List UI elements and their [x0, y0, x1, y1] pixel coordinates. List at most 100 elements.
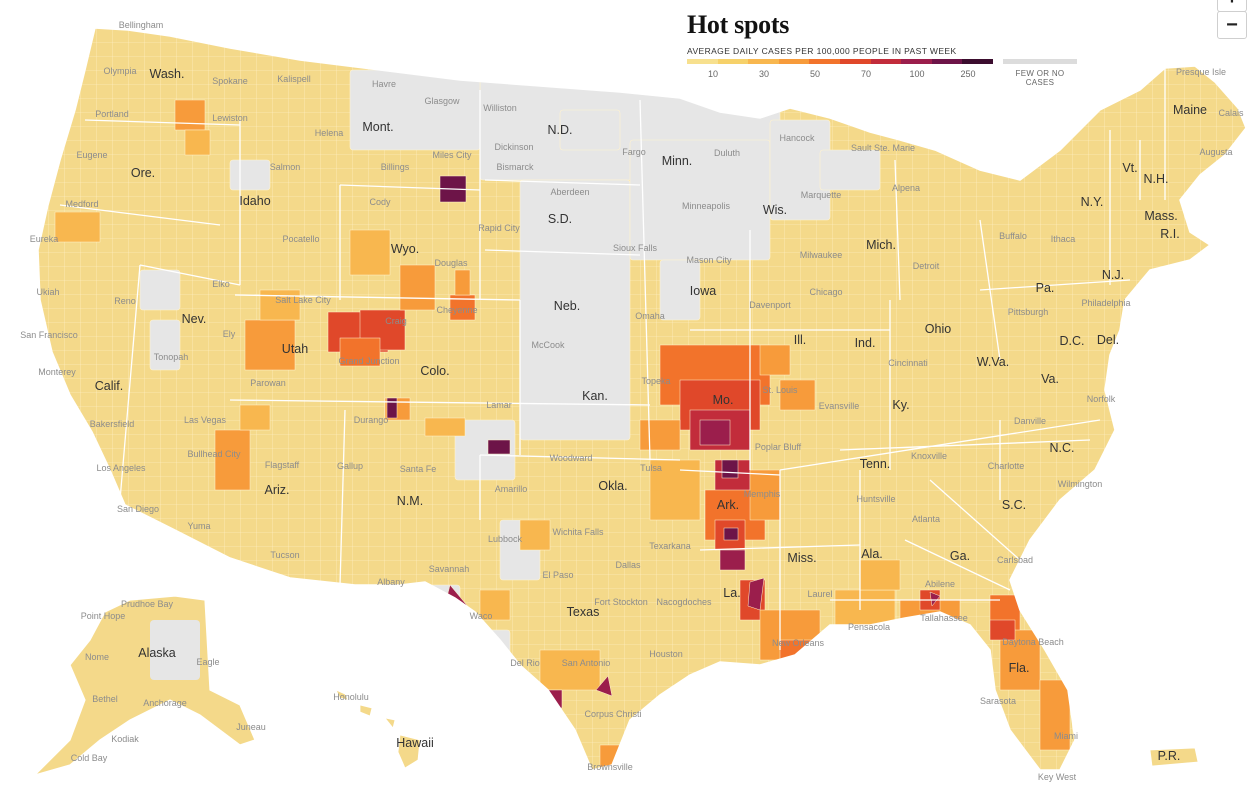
- extreme-hotspot-county: [929, 591, 941, 607]
- city-label: Detroit: [913, 261, 940, 271]
- state-label: Ky.: [892, 398, 909, 412]
- state-label: Ala.: [861, 547, 883, 561]
- city-label: Buffalo: [999, 231, 1027, 241]
- city-label: Sarasota: [980, 696, 1016, 706]
- state-label: Ga.: [950, 549, 970, 563]
- city-label: Texarkana: [649, 541, 691, 551]
- city-label: Prudhoe Bay: [121, 599, 174, 609]
- state-label: Iowa: [690, 284, 716, 298]
- city-label: Nacogdoches: [656, 597, 712, 607]
- zoom-out-button[interactable]: −: [1217, 11, 1247, 39]
- state-label: Nev.: [182, 312, 207, 326]
- hotspot-county: [174, 99, 206, 131]
- city-label: Chicago: [809, 287, 842, 297]
- state-label: Ariz.: [265, 483, 290, 497]
- state-border: [929, 479, 1021, 561]
- state-label: N.H.: [1144, 172, 1169, 186]
- city-label: Cody: [369, 197, 391, 207]
- city-label: Miami: [1054, 731, 1078, 741]
- city-label: Bullhead City: [187, 449, 241, 459]
- city-label: Bismarck: [496, 162, 534, 172]
- state-label: Ill.: [794, 333, 807, 347]
- city-label: Ely: [223, 329, 236, 339]
- city-label: Poplar Bluff: [755, 442, 802, 452]
- city-label: Gallup: [337, 461, 363, 471]
- city-label: Waco: [470, 611, 493, 621]
- city-label: Atlanta: [912, 514, 940, 524]
- city-label: Helena: [315, 128, 344, 138]
- city-label: Amarillo: [495, 484, 528, 494]
- no-cases-swatch: [1003, 59, 1077, 64]
- legend-tick: 10: [707, 69, 719, 79]
- city-label: Pensacola: [848, 622, 890, 632]
- state-border: [894, 159, 901, 301]
- city-label: Pocatello: [282, 234, 319, 244]
- state-label: D.C.: [1060, 334, 1085, 348]
- city-label: Topeka: [641, 376, 670, 386]
- city-label: Corpus Christi: [584, 709, 641, 719]
- alaska-shape: [32, 595, 256, 777]
- no-data-area: [349, 69, 481, 151]
- no-data-area: [819, 149, 881, 191]
- city-label: Albany: [377, 577, 405, 587]
- legend-subtitle: AVERAGE DAILY CASES PER 100,000 PEOPLE I…: [687, 46, 957, 56]
- state-label: Wis.: [763, 203, 787, 217]
- city-label: Olympia: [103, 66, 136, 76]
- state-border: [84, 119, 241, 126]
- city-label: Savannah: [429, 564, 470, 574]
- state-label: Calif.: [95, 379, 123, 393]
- state-label: La.: [723, 586, 740, 600]
- state-label: Tenn.: [860, 457, 891, 471]
- city-label: Durango: [354, 415, 389, 425]
- state-border: [119, 264, 141, 501]
- hotspot-county: [214, 429, 251, 491]
- city-label: Lewiston: [212, 113, 248, 123]
- state-label: Colo.: [420, 364, 449, 378]
- city-label: Minneapolis: [682, 201, 731, 211]
- no-data-area: [559, 109, 621, 151]
- city-label: San Francisco: [20, 330, 78, 340]
- city-label: Salt Lake City: [275, 295, 331, 305]
- state-label: N.C.: [1050, 441, 1075, 455]
- city-label: Pittsburgh: [1008, 307, 1049, 317]
- state-label: Ark.: [717, 498, 739, 512]
- hotspot-county: [759, 344, 791, 376]
- state-label: Miss.: [787, 551, 816, 565]
- extreme-hotspot-county: [721, 459, 739, 479]
- legend-tick: 250: [960, 69, 976, 79]
- city-label: Eagle: [196, 657, 219, 667]
- city-label: Omaha: [635, 311, 665, 321]
- state-border: [639, 99, 651, 461]
- state-border: [59, 204, 221, 226]
- hotspot-county: [519, 519, 551, 551]
- city-label: Craig: [385, 316, 407, 326]
- city-label: Davenport: [749, 300, 791, 310]
- state-label: P.R.: [1158, 749, 1181, 763]
- city-label: Lamar: [486, 400, 512, 410]
- city-label: Wilmington: [1058, 479, 1103, 489]
- hotspot-county: [699, 419, 731, 446]
- city-label: Juneau: [236, 722, 266, 732]
- no-data-area: [659, 259, 701, 321]
- city-label: Huntsville: [856, 494, 895, 504]
- no-data-area: [229, 159, 271, 191]
- hotspot-county: [119, 539, 151, 561]
- state-label: Alaska: [138, 646, 176, 660]
- state-border: [679, 469, 781, 476]
- state-borders: [59, 68, 1166, 650]
- city-label: Bellingham: [119, 20, 164, 30]
- ramp-swatch: [717, 59, 749, 64]
- city-label: Woodward: [550, 453, 593, 463]
- extreme-hotspot-county: [487, 439, 511, 455]
- no-data-area: [149, 319, 181, 371]
- city-label: Marquette: [801, 190, 842, 200]
- hotspot-county: [239, 404, 271, 431]
- hotspot-county: [859, 559, 901, 591]
- city-label: Alpena: [892, 183, 920, 193]
- city-label: Parowan: [250, 378, 286, 388]
- city-label: Kalispell: [277, 74, 311, 84]
- city-label: Duluth: [714, 148, 740, 158]
- no-data-area: [629, 139, 771, 261]
- state-label: Hawaii: [396, 736, 434, 750]
- city-label: Fort Stockton: [594, 597, 648, 607]
